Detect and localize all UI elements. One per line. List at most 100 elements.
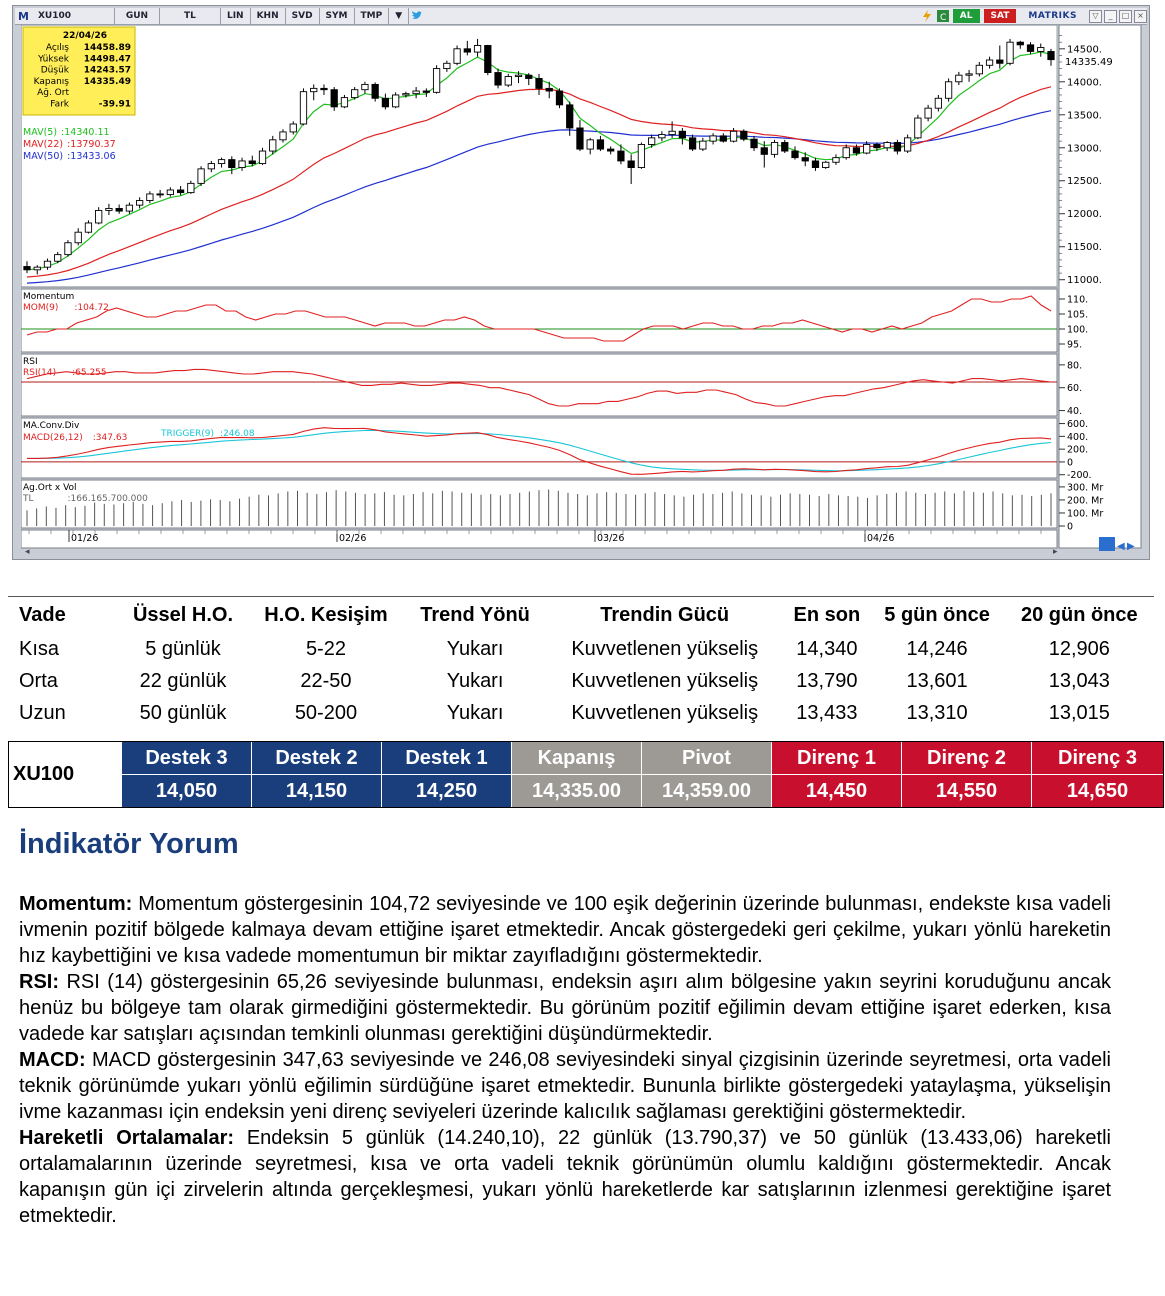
buy-button[interactable]: AL bbox=[952, 9, 980, 23]
candle-body bbox=[43, 260, 52, 268]
period-gun-button[interactable]: GUN bbox=[115, 8, 160, 24]
candle-body bbox=[975, 64, 983, 75]
candle-body bbox=[64, 242, 72, 256]
momentum-tick-label: 95. bbox=[1067, 340, 1082, 351]
candle-body bbox=[914, 117, 922, 139]
window-close-icon[interactable]: × bbox=[1134, 9, 1147, 23]
support-1-cell: Destek 1 14,250 bbox=[382, 742, 511, 807]
candle-body bbox=[330, 89, 338, 108]
scale-lin-button[interactable]: LIN bbox=[221, 8, 251, 24]
candle-body bbox=[351, 89, 359, 99]
twitter-bird-icon[interactable] bbox=[411, 10, 423, 22]
candle-body bbox=[760, 147, 768, 155]
candle-body bbox=[699, 140, 707, 150]
section-heading: Momentum: bbox=[19, 893, 133, 915]
table-cell: 13,790 bbox=[796, 669, 858, 692]
candle-body bbox=[207, 163, 215, 170]
header-en-son: En son bbox=[784, 596, 870, 633]
macd-trigger-line bbox=[27, 429, 1052, 472]
rsi-title: RSI bbox=[23, 357, 38, 367]
info-label: Fark bbox=[50, 100, 70, 110]
candle-body bbox=[74, 231, 82, 244]
mav5-legend: MAV(5):14340.11 bbox=[23, 127, 110, 138]
mav22-legend: MAV(22):13790.37 bbox=[23, 139, 116, 150]
candle-body bbox=[463, 48, 471, 53]
currency-tl-button[interactable]: TL bbox=[160, 8, 221, 24]
trend-table: Vade Üssel H.O. H.O. Kesişim Trend Yönü … bbox=[8, 596, 1154, 729]
symbol-field[interactable]: XU100 bbox=[32, 8, 115, 24]
candle-body bbox=[443, 62, 451, 70]
table-cell: 22 günlük bbox=[139, 669, 227, 692]
macd-tick-label: 600. bbox=[1067, 419, 1088, 430]
candle-body bbox=[658, 134, 666, 139]
window-maximize-icon[interactable]: □ bbox=[1119, 9, 1132, 23]
dropdown-arrow-icon[interactable]: ▼ bbox=[389, 8, 410, 24]
candle-body bbox=[279, 131, 287, 141]
section-text: RSI (14) göstergesinin 65,26 seviyesinde… bbox=[19, 971, 1111, 1045]
table-cell: 5 günlük bbox=[145, 637, 221, 660]
candle-body bbox=[668, 130, 676, 136]
window-dropdown-icon[interactable]: ▽ bbox=[1089, 9, 1102, 23]
candle-body bbox=[965, 73, 973, 76]
price-panel[interactable] bbox=[21, 25, 1058, 288]
candle-body bbox=[863, 144, 871, 154]
window-minimize-icon[interactable]: _ bbox=[1104, 9, 1117, 23]
momentum-panel[interactable] bbox=[21, 288, 1058, 353]
candle-body bbox=[944, 81, 953, 99]
candle-body bbox=[801, 157, 809, 162]
nav-left-icon[interactable]: ◀ bbox=[1117, 541, 1125, 552]
candle-body bbox=[852, 147, 861, 154]
momentum-tick-label: 110. bbox=[1067, 295, 1088, 306]
volume-tick-label: 100. Mr bbox=[1067, 508, 1103, 519]
nav-right-icon[interactable]: ▶ bbox=[1127, 541, 1135, 552]
macd-tick-label: 400. bbox=[1067, 432, 1088, 443]
lightning-icon[interactable] bbox=[921, 10, 933, 22]
macd-panel[interactable] bbox=[21, 417, 1058, 479]
price-tick-label: 11000. bbox=[1067, 275, 1102, 286]
table-cell: Yukarı bbox=[446, 669, 504, 692]
level-label: Direnç 2 bbox=[902, 742, 1031, 775]
header-trend-yonu: Trend Yönü bbox=[404, 596, 546, 633]
candle-body bbox=[822, 161, 830, 168]
indicator-commentary: Momentum: Momentum göstergesinin 104,72 … bbox=[19, 891, 1111, 1229]
info-label: Düşük bbox=[41, 66, 70, 76]
level-value: 14,650 bbox=[1066, 780, 1129, 802]
candle-body bbox=[371, 83, 379, 99]
scroll-right-icon[interactable]: ▸ bbox=[1053, 547, 1058, 555]
stock-chart[interactable]: 14500. 14000. 13500. 13000. 12500. 12000. 1150… bbox=[21, 25, 1143, 555]
svd-button[interactable]: SVD bbox=[286, 8, 320, 24]
candle-body bbox=[176, 189, 185, 194]
price-tick-label: 12000. bbox=[1067, 209, 1102, 220]
settings-gear-icon[interactable] bbox=[1099, 537, 1115, 551]
info-label: Açılış bbox=[46, 43, 69, 53]
candle-body bbox=[258, 150, 267, 165]
level-value: 14,450 bbox=[805, 780, 868, 802]
candle-body bbox=[105, 207, 113, 211]
candle-body bbox=[504, 76, 512, 86]
date-tick-label: 02/26 bbox=[339, 533, 366, 544]
info-value: 14243.57 bbox=[84, 66, 131, 76]
rsi-tick-label: 80. bbox=[1067, 360, 1082, 371]
level-value: 14,335.00 bbox=[532, 780, 621, 802]
chart-window: M XU100 GUN TL LIN KHN SVD SYM TMP ▼ C A… bbox=[12, 5, 1150, 560]
candle-body bbox=[514, 74, 523, 77]
momentum-title: Momentum bbox=[23, 292, 74, 302]
refresh-c-icon[interactable]: C bbox=[936, 10, 949, 23]
level-label: Destek 3 bbox=[122, 742, 251, 775]
price-axis: 14500. 14000. 13500. 13000. 12500. 12000. 1150… bbox=[1059, 35, 1102, 286]
sell-button[interactable]: SAT bbox=[983, 9, 1017, 23]
tmp-button[interactable]: TMP bbox=[355, 8, 390, 24]
table-row: Orta 22 günlük 22-50 Yukarı Kuvvetlenen … bbox=[8, 665, 1154, 697]
date-tick-label: 03/26 bbox=[597, 533, 624, 544]
table-cell: 13,043 bbox=[1048, 669, 1110, 692]
volume-bars bbox=[26, 489, 1052, 526]
rsi-panel[interactable] bbox=[21, 353, 1058, 417]
type-khn-button[interactable]: KHN bbox=[251, 8, 286, 24]
table-cell: Yukarı bbox=[446, 701, 504, 724]
macd-line bbox=[27, 427, 1052, 475]
section-heading: RSI: bbox=[19, 971, 59, 993]
sym-button[interactable]: SYM bbox=[320, 8, 355, 24]
scroll-left-icon[interactable]: ◂ bbox=[25, 547, 30, 555]
candle-body bbox=[832, 157, 840, 163]
ohlc-info-rows: Açılış 14458.89 Yüksek 14498.47 Düşük 14243.5… bbox=[34, 43, 131, 110]
